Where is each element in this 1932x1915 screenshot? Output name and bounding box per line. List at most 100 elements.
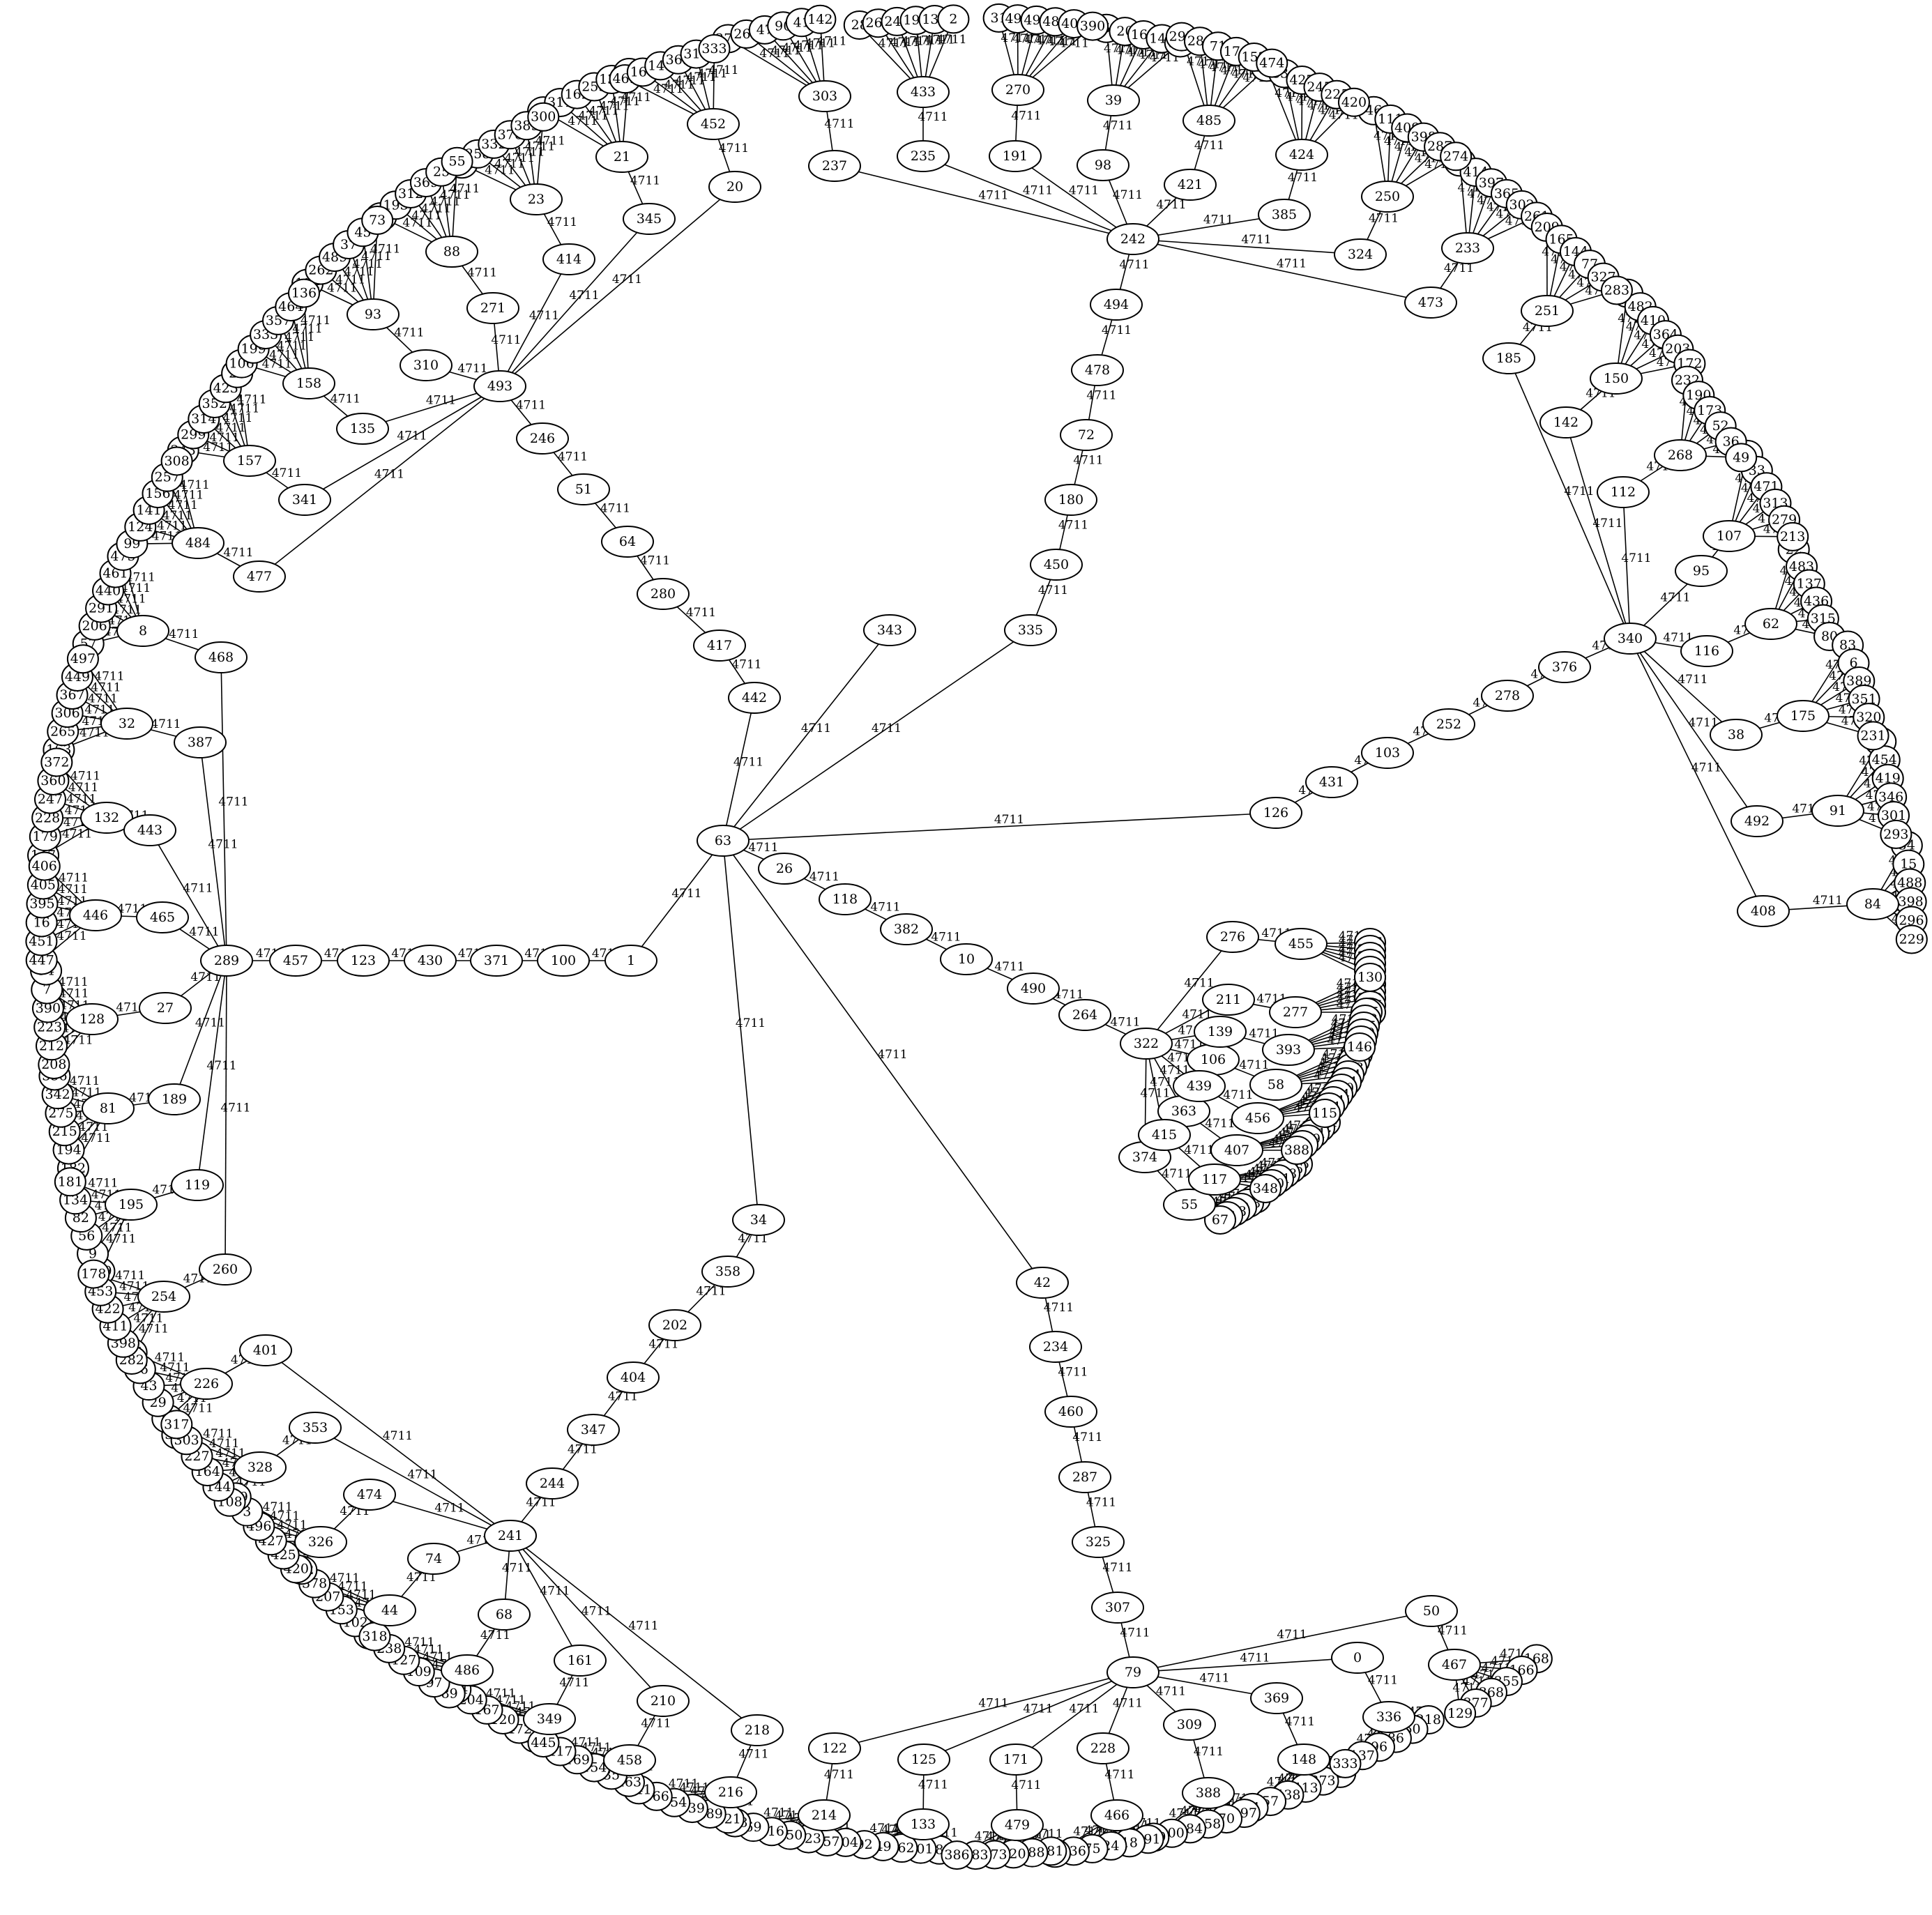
- node-34: 34: [732, 1204, 785, 1236]
- edge-weight-322-415: 4711: [1150, 1076, 1180, 1090]
- node-455: 455: [1275, 928, 1328, 960]
- edge-weight-289-443: 4711: [183, 882, 213, 896]
- node-label: 277: [1283, 1005, 1308, 1020]
- node-ellipse: [66, 644, 99, 674]
- node-348: 348: [1249, 1174, 1281, 1203]
- node-431: 431: [1305, 766, 1358, 798]
- node-label: 38: [1728, 727, 1744, 742]
- node-ellipse: [82, 1092, 135, 1124]
- edge-322-276: [1146, 936, 1233, 1044]
- edge-weight-10-490: 4711: [994, 960, 1024, 974]
- node-ellipse: [1030, 549, 1083, 581]
- node-51: 51: [557, 473, 610, 505]
- node-label: 129: [1447, 1706, 1473, 1721]
- node-label: 271: [480, 300, 505, 316]
- node-ellipse: [1777, 521, 1809, 551]
- edge-weight-79-369: 4711: [1199, 1672, 1229, 1686]
- node-ellipse: [1077, 1732, 1129, 1764]
- node-label: 158: [296, 376, 321, 391]
- node-129: 129: [1444, 1698, 1477, 1728]
- node-ellipse: [897, 1744, 950, 1776]
- node-label: 157: [237, 453, 262, 468]
- node-ellipse: [200, 945, 253, 977]
- node-372: 372: [40, 747, 73, 777]
- edge-241-210: [510, 1535, 664, 1702]
- node-label: 20: [727, 179, 743, 194]
- edge-weight-328-227: 4711: [215, 1447, 245, 1460]
- node-label: 388: [1196, 1785, 1221, 1801]
- node-ellipse: [1441, 232, 1494, 264]
- node-label: 318: [362, 1629, 387, 1645]
- node-277: 277: [1269, 996, 1322, 1028]
- edge-289-468: [220, 657, 227, 961]
- edge-weight-79-122: 4711: [978, 1697, 1008, 1711]
- node-ellipse: [940, 943, 993, 975]
- node-label: 300: [531, 109, 556, 125]
- node-ellipse: [174, 726, 227, 758]
- edge-241-353: [314, 1427, 511, 1536]
- edge-weight-347-244: 4711: [568, 1443, 598, 1457]
- edge-weight-234-460: 4711: [1058, 1366, 1088, 1380]
- edge-weight-32-387: 4711: [151, 717, 181, 731]
- edge-weight-340-95: 4711: [1660, 591, 1690, 605]
- node-58: 58: [1249, 1069, 1302, 1101]
- node-ellipse: [400, 349, 452, 381]
- node-132: 132: [80, 802, 133, 834]
- node-ellipse: [1725, 443, 1758, 473]
- node-label: 474: [357, 1487, 382, 1502]
- edge-weight-79-0: 4711: [1240, 1651, 1270, 1665]
- edge-weight-486-238: 4711: [413, 1643, 443, 1657]
- node-label: 118: [832, 892, 858, 907]
- node-189: 189: [148, 1083, 201, 1115]
- node-label: 68: [496, 1607, 512, 1622]
- node-122: 122: [808, 1732, 861, 1764]
- node-label: 405: [31, 878, 56, 893]
- edge-weight-157-243: 4711: [203, 441, 233, 455]
- node-label: 0: [1353, 1650, 1362, 1665]
- node-347: 347: [567, 1414, 620, 1446]
- node-ellipse: [731, 1714, 784, 1746]
- nodes-layer: 5720629144046147543111622551391223625833…: [25, 3, 1928, 1870]
- edge-79-0: [1132, 1657, 1358, 1673]
- node-label: 445: [531, 1735, 556, 1750]
- edge-weight-415-117: 4711: [1184, 1143, 1214, 1157]
- node-443: 443: [123, 814, 176, 846]
- edge-weight-493-477: 4711: [374, 468, 404, 482]
- edge-weight-158-464: 4711: [292, 322, 322, 336]
- node-ellipse: [223, 445, 276, 477]
- edge-weight-226-131: 4711: [155, 1350, 185, 1364]
- node-264: 264: [1058, 999, 1111, 1031]
- node-84: 84: [1846, 888, 1899, 920]
- node-20: 20: [708, 171, 761, 203]
- node-55: 55: [441, 146, 473, 176]
- node-486: 486: [441, 1654, 494, 1686]
- node-label: 390: [1080, 19, 1105, 34]
- edge-weight-72-478: 4711: [1086, 389, 1116, 403]
- node-label: 74: [425, 1551, 442, 1566]
- edge-241-161: [510, 1535, 581, 1661]
- node-label: 39: [1105, 93, 1122, 108]
- node-309: 309: [1163, 1709, 1216, 1741]
- edge-weight-44-392: 4711: [330, 1571, 360, 1585]
- node-label: 447: [29, 952, 54, 968]
- edge-weight-88-312: 4711: [421, 202, 451, 216]
- node-10: 10: [940, 943, 993, 975]
- node-label: 388: [1284, 1143, 1309, 1158]
- node-406: 406: [28, 851, 61, 881]
- edge-weight-180-72: 4711: [1073, 454, 1103, 468]
- node-497: 497: [66, 644, 99, 674]
- node-label: 442: [742, 690, 767, 705]
- edge-weight-8-440: 4711: [116, 592, 146, 606]
- node-label: 42: [1034, 1275, 1051, 1290]
- node-439: 439: [1173, 1070, 1226, 1102]
- edge-weight-442-417: 4711: [731, 658, 761, 672]
- node-ellipse: [77, 1259, 110, 1289]
- edge-weight-21-311: 4711: [578, 109, 608, 123]
- edge-weight-21-12: 4711: [621, 91, 651, 105]
- node-ellipse: [1029, 1331, 1082, 1363]
- edge-weight-242-237: 4711: [978, 189, 1008, 203]
- node-label: 247: [38, 792, 63, 807]
- node-label: 218: [745, 1723, 770, 1738]
- node-label: 474: [1259, 56, 1284, 71]
- edge-weight-23-236: 4711: [485, 164, 515, 178]
